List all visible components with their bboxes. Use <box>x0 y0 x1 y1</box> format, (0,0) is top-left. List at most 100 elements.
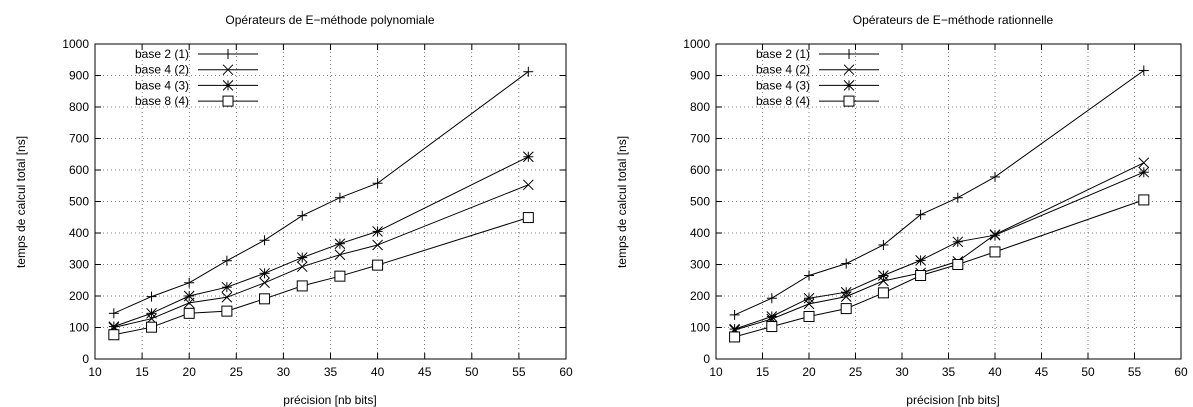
data-point <box>729 331 741 343</box>
series-line <box>734 171 1144 330</box>
y-tick-label: 700 <box>69 132 89 146</box>
legend-label: base 8 (4) <box>756 94 810 108</box>
data-point <box>296 261 308 273</box>
y-tick-label: 900 <box>69 69 89 83</box>
y-tick-label: 300 <box>690 258 710 272</box>
data-point <box>1138 157 1150 169</box>
x-tick-label: 30 <box>895 365 909 379</box>
data-point <box>259 235 270 246</box>
x-tick-label: 40 <box>371 365 385 379</box>
legend-item: base 2 (1) <box>756 47 879 61</box>
y-tick-label: 900 <box>690 69 710 83</box>
data-point <box>146 291 157 302</box>
data-point <box>296 280 308 292</box>
data-point <box>952 192 963 203</box>
data-point <box>840 286 852 298</box>
x-tick-label: 45 <box>418 365 432 379</box>
data-point <box>334 192 345 203</box>
series-star <box>729 166 1150 335</box>
legend-item: base 4 (2) <box>135 63 258 77</box>
data-point <box>841 258 852 269</box>
data-point <box>221 291 233 303</box>
data-point <box>146 307 157 319</box>
legend-item: base 4 (3) <box>756 78 879 92</box>
x-tick-label: 60 <box>559 365 573 379</box>
x-tick-label: 20 <box>802 365 816 379</box>
y-tick-label: 400 <box>690 226 710 240</box>
x-tick-label: 10 <box>709 365 723 379</box>
chart-polynomiale: Opérateurs de E−méthode polynomiale préc… <box>14 13 573 407</box>
data-point <box>522 212 534 224</box>
legend-marker <box>843 95 855 107</box>
data-point <box>766 321 778 333</box>
y-tick-label: 400 <box>69 226 89 240</box>
series-square <box>729 194 1150 343</box>
legend-item: base 8 (4) <box>756 94 879 108</box>
data-point <box>878 270 889 281</box>
axes: 0 100 200 300 400 500 600 700 800 900 1000 10 15 20 25… <box>62 37 573 379</box>
x-tick-label: 30 <box>277 365 291 379</box>
legend-label: base 4 (2) <box>756 63 810 77</box>
data-point <box>522 179 534 191</box>
data-point <box>221 281 233 293</box>
x-tick-label: 35 <box>324 365 338 379</box>
y-tick-label: 700 <box>690 132 710 146</box>
legend-item: base 4 (2) <box>756 63 879 77</box>
legend-label: base 2 (1) <box>756 47 810 61</box>
legend-item: base 4 (3) <box>135 78 258 92</box>
data-point <box>729 309 740 320</box>
y-tick-label: 600 <box>690 163 710 177</box>
x-tick-label: 25 <box>230 365 244 379</box>
y-tick-label: 0 <box>82 352 89 366</box>
data-point <box>803 292 815 304</box>
data-point <box>184 277 195 288</box>
data-point <box>915 209 926 220</box>
data-point <box>989 229 1001 241</box>
data-point <box>989 246 1001 258</box>
chart-panel-polynomiale: Opérateurs de E−méthode polynomiale préc… <box>0 0 596 407</box>
data-point <box>878 239 889 250</box>
series-plus <box>108 66 534 319</box>
y-tick-label: 800 <box>69 100 89 114</box>
grid <box>95 44 566 359</box>
data-point <box>1138 194 1150 206</box>
chart-rationnelle: Opérateurs de E−méthode rationnelle préc… <box>615 13 1188 407</box>
series-line <box>113 156 529 328</box>
y-tick-label: 600 <box>69 163 89 177</box>
legend-marker <box>222 95 234 107</box>
y-tick-label: 500 <box>69 195 89 209</box>
y-axis-label: temps de calcul total [ns] <box>615 136 629 268</box>
plot-frame <box>715 43 1182 360</box>
data-point <box>221 255 232 266</box>
x-axis-label: précision [nb bits] <box>906 393 999 407</box>
legend-item: base 8 (4) <box>135 94 258 108</box>
data-point <box>915 270 927 282</box>
series-cross <box>729 157 1150 336</box>
legend-marker <box>223 49 233 59</box>
data-point <box>877 287 889 299</box>
x-tick-label: 60 <box>1174 365 1188 379</box>
data-point <box>952 236 964 248</box>
data-point <box>183 307 195 319</box>
data-point <box>522 151 534 163</box>
x-tick-label: 25 <box>849 365 863 379</box>
chart-title: Opérateurs de E−méthode polynomiale <box>225 13 434 27</box>
data-point <box>259 277 270 289</box>
data-point <box>372 239 383 251</box>
legend-marker <box>222 64 234 76</box>
y-tick-label: 1000 <box>683 37 710 51</box>
x-tick-label: 55 <box>1128 365 1142 379</box>
legend-marker <box>222 80 234 91</box>
legend-marker <box>843 64 855 76</box>
axes: 0 100 200 300 400 500 600 700 800 900 1000 10 15 20 25… <box>683 37 1188 379</box>
y-tick-label: 200 <box>690 289 710 303</box>
legend-label: base 4 (2) <box>135 63 189 77</box>
data-point <box>334 249 346 261</box>
x-tick-label: 40 <box>988 365 1002 379</box>
legend: base 2 (1) base 4 (2)base 4 (3) base 8 (4) <box>135 47 258 108</box>
y-tick-label: 0 <box>703 352 710 366</box>
chart-panel-rationnelle: Opérateurs de E−méthode rationnelle préc… <box>597 0 1193 407</box>
y-tick-label: 100 <box>690 321 710 335</box>
series-star <box>108 151 534 332</box>
data-point <box>766 311 778 322</box>
